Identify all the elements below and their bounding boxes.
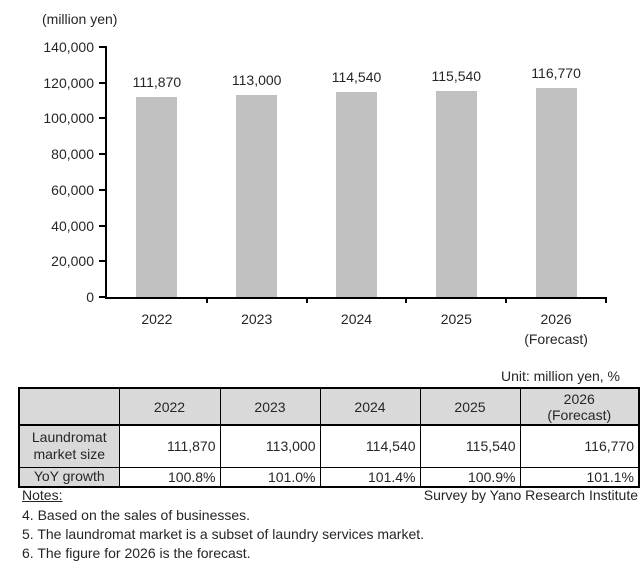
- x-axis-tick: [505, 297, 508, 303]
- y-axis-tick: [99, 296, 107, 298]
- x-axis-category-label: 2026 (Forecast): [524, 311, 588, 347]
- bar-2025: [435, 91, 477, 297]
- y-axis-tick-label: 0: [86, 289, 94, 305]
- notes-header-row: Notes: Survey by Yano Research Institute: [22, 487, 638, 503]
- year-header-cell: 2025: [419, 387, 521, 426]
- bar-2023: [236, 95, 278, 297]
- x-axis-tick: [605, 297, 607, 303]
- table-unit-note: Unit: million yen, %: [500, 368, 620, 384]
- bar-value-label: 113,000: [231, 72, 282, 88]
- x-axis-tick: [405, 297, 408, 303]
- value-cell: 114,540: [319, 424, 421, 468]
- bar-2026: [535, 88, 577, 297]
- value-cell: 101.1%: [519, 466, 640, 488]
- x-axis-category-label: 2024: [340, 311, 373, 327]
- x-axis-tick: [205, 297, 208, 303]
- table-row: Laundromat market size 111,870 113,000 114,…: [18, 424, 640, 468]
- bar-value-label: 115,540: [431, 68, 482, 84]
- value-cell: 111,870: [118, 424, 221, 468]
- value-cell: 100.9%: [419, 466, 521, 488]
- bar-value-label: 111,870: [132, 74, 182, 90]
- year-header-cell: 2026 (Forecast): [519, 387, 640, 426]
- y-axis-tick-label: 40,000: [51, 217, 94, 234]
- year-header-cell: 2024: [319, 387, 421, 426]
- table-header-row: 2022 2023 2024 2025 2026 (Forecast): [18, 387, 640, 426]
- corner-header-cell: [18, 387, 120, 426]
- row-header-cell: YoY growth: [18, 466, 120, 488]
- x-axis-category-label: 2025: [440, 311, 472, 327]
- bar-value-label: 114,540: [331, 69, 382, 85]
- note-item-6: 6. The figure for 2026 is the forecast.: [22, 545, 251, 561]
- y-axis-tick: [99, 224, 107, 227]
- survey-credit: Survey by Yano Research Institute: [423, 487, 638, 503]
- y-axis-tick-label: 140,000: [43, 39, 94, 55]
- y-axis-tick: [99, 153, 107, 156]
- y-axis-tick-label: 80,000: [51, 146, 94, 163]
- y-axis-unit-label: (million yen): [42, 11, 118, 27]
- y-axis-tick: [99, 117, 107, 120]
- note-item-4: 4. Based on the sales of businesses.: [22, 507, 251, 523]
- year-header-cell: 2023: [219, 387, 321, 426]
- bar-2024: [336, 92, 377, 297]
- value-cell: 101.0%: [219, 466, 321, 488]
- note-item-5: 5. The laundromat market is a subset of …: [22, 526, 425, 542]
- y-axis-tick-label: 20,000: [51, 253, 94, 270]
- value-cell: 115,540: [419, 424, 521, 468]
- notes-heading: Notes:: [22, 487, 63, 503]
- row-header-cell: Laundromat market size: [18, 424, 120, 468]
- y-axis-tick: [99, 260, 107, 263]
- x-axis-category-label: 2023: [241, 311, 273, 327]
- table-row: YoY growth 100.8% 101.0% 101.4% 100.9% 101.1%: [18, 466, 640, 488]
- x-axis-tick: [305, 297, 308, 303]
- y-axis-tick-label: 120,000: [43, 74, 94, 91]
- bar-value-label: 116,770: [531, 65, 581, 81]
- value-cell: 113,000: [219, 424, 321, 468]
- value-cell: 116,770: [519, 424, 640, 468]
- y-axis-tick: [99, 188, 107, 191]
- y-axis-tick: [99, 81, 107, 84]
- year-header-cell: 2022: [118, 387, 221, 426]
- value-cell: 101.4%: [319, 466, 421, 488]
- value-cell: 100.8%: [118, 466, 221, 488]
- y-axis-tick: [99, 46, 107, 48]
- plot-area: 0 20,000 40,000 60,000 80,000 100,000 120,000 1…: [43, 39, 607, 347]
- x-axis-category-label: 2022: [141, 311, 173, 327]
- bar-2022: [136, 97, 178, 297]
- market-data-table: 2022 2023 2024 2025 2026 (Forecast) Laundroma…: [18, 387, 640, 488]
- y-axis-tick-label: 60,000: [51, 181, 94, 198]
- y-axis-tick-label: 100,000: [43, 110, 94, 127]
